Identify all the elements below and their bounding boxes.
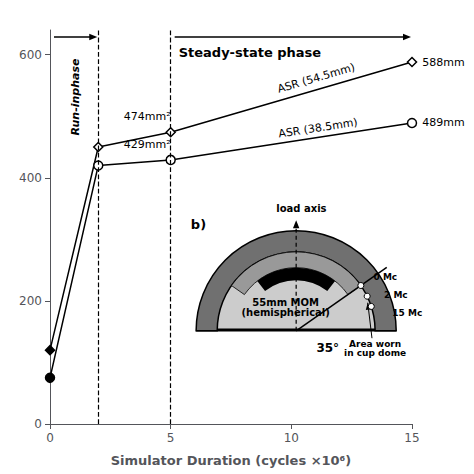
svg-text:b): b) bbox=[191, 217, 206, 232]
svg-text:Run-inphase: Run-inphase bbox=[69, 58, 82, 135]
svg-text:15: 15 bbox=[404, 431, 419, 445]
svg-text:ASR (38.5mm): ASR (38.5mm) bbox=[277, 116, 358, 141]
svg-text:0: 0 bbox=[46, 431, 54, 445]
svg-text:ASR (54.5mm): ASR (54.5mm) bbox=[276, 61, 356, 96]
svg-text:55mm MOM: 55mm MOM bbox=[252, 297, 319, 309]
svg-text:200: 200 bbox=[19, 294, 42, 308]
svg-text:588mm: 588mm bbox=[422, 56, 464, 69]
svg-text:489mm: 489mm bbox=[422, 116, 464, 129]
svg-text:429mm²: 429mm² bbox=[124, 138, 171, 151]
svg-text:load axis: load axis bbox=[276, 203, 326, 214]
svg-text:Steady-state phase: Steady-state phase bbox=[179, 45, 322, 60]
svg-text:Simulator Duration (cycles ×10: Simulator Duration (cycles ×10⁶) bbox=[111, 453, 352, 468]
svg-text:474mm²: 474mm² bbox=[124, 110, 171, 123]
svg-text:(hemispherical): (hemispherical) bbox=[241, 307, 329, 318]
svg-text:600: 600 bbox=[19, 48, 42, 62]
svg-text:2 Mc: 2 Mc bbox=[384, 290, 408, 300]
svg-text:5: 5 bbox=[167, 431, 175, 445]
svg-text:35°: 35° bbox=[316, 341, 339, 355]
svg-text:10: 10 bbox=[284, 431, 299, 445]
svg-text:in cup dome: in cup dome bbox=[344, 348, 406, 358]
svg-text:0 Mc: 0 Mc bbox=[373, 272, 397, 282]
svg-text:0: 0 bbox=[34, 417, 42, 431]
svg-text:15 Mc: 15 Mc bbox=[392, 308, 422, 318]
svg-text:400: 400 bbox=[19, 171, 42, 185]
svg-text:Area worn: Area worn bbox=[349, 338, 402, 349]
